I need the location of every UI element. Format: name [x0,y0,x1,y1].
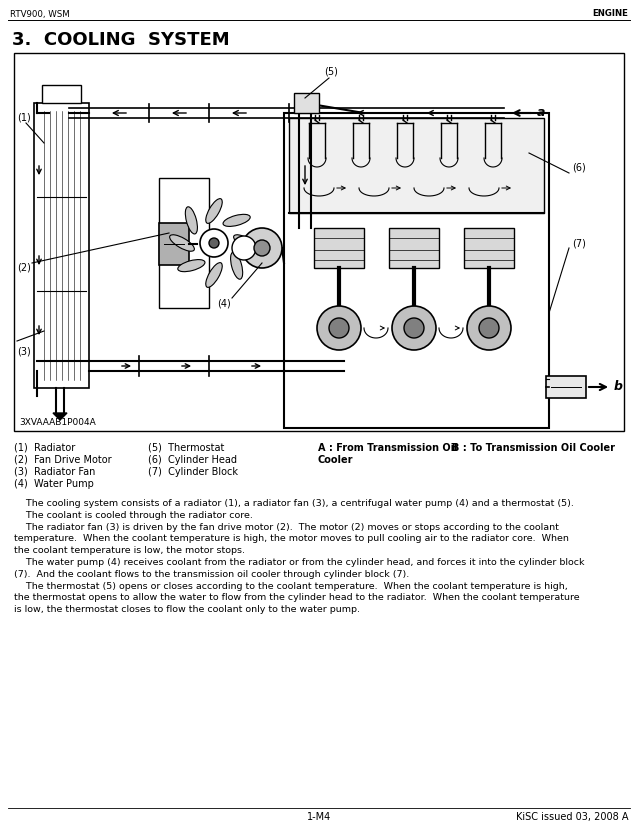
Circle shape [232,236,256,260]
Text: (3)  Radiator Fan: (3) Radiator Fan [14,467,95,477]
Circle shape [404,318,424,338]
Text: (6)  Cylinder Head: (6) Cylinder Head [148,455,237,465]
Text: (7)  Cylinder Block: (7) Cylinder Block [148,467,238,477]
Text: The cooling system consists of a radiator (1), a radiator fan (3), a centrifugal: The cooling system consists of a radiato… [14,499,574,508]
Ellipse shape [206,198,222,223]
Bar [464,228,514,268]
Ellipse shape [234,235,258,251]
Text: (5)  Thermostat: (5) Thermostat [148,443,225,453]
Text: (4)  Water Pump: (4) Water Pump [14,479,94,489]
Circle shape [209,238,219,248]
Bar [284,113,549,428]
Text: (7).  And the coolant flows to the transmission oil cooler through cylinder bloc: (7). And the coolant flows to the transm… [14,570,409,579]
Ellipse shape [185,206,197,234]
Circle shape [200,229,228,257]
Text: The water pump (4) receives coolant from the radiator or from the cylinder head,: The water pump (4) receives coolant from… [14,558,584,567]
Text: ENGINE: ENGINE [592,10,628,18]
Ellipse shape [230,252,242,279]
Ellipse shape [223,214,250,226]
Bar [289,118,544,213]
Bar [294,93,319,113]
Text: (3): (3) [17,346,31,356]
Circle shape [317,306,361,350]
Bar [14,53,624,431]
Text: temperature.  When the coolant temperature is high, the motor moves to pull cool: temperature. When the coolant temperatur… [14,534,569,544]
Bar [389,228,439,268]
Text: (5): (5) [324,66,338,76]
Text: Cooler: Cooler [318,455,353,465]
Text: (1)  Radiator: (1) Radiator [14,443,75,453]
Text: 3.  COOLING  SYSTEM: 3. COOLING SYSTEM [12,31,230,49]
Text: b: b [614,381,623,393]
Ellipse shape [170,235,195,251]
Text: 1-M4: 1-M4 [307,812,331,822]
Text: KiSC issued 03, 2008 A: KiSC issued 03, 2008 A [516,812,628,822]
Bar [42,85,81,103]
Circle shape [329,318,349,338]
Text: The coolant is cooled through the radiator core.: The coolant is cooled through the radiat… [14,510,253,520]
Text: 3XVAAAB1P004A: 3XVAAAB1P004A [19,418,96,427]
Ellipse shape [206,263,222,287]
Text: (2): (2) [17,263,31,273]
Text: the thermostat opens to allow the water to flow from the cylinder head to the ra: the thermostat opens to allow the water … [14,593,580,602]
Text: The radiator fan (3) is driven by the fan drive motor (2).  The motor (2) moves : The radiator fan (3) is driven by the fa… [14,523,559,532]
Text: is low, the thermostat closes to flow the coolant only to the water pump.: is low, the thermostat closes to flow th… [14,605,360,615]
Text: The thermostat (5) opens or closes according to the coolant temperature.  When t: The thermostat (5) opens or closes accor… [14,582,568,591]
Text: (2)  Fan Drive Motor: (2) Fan Drive Motor [14,455,112,465]
Circle shape [467,306,511,350]
Circle shape [392,306,436,350]
Bar [34,103,89,388]
Text: (4): (4) [217,298,231,308]
Text: a: a [537,107,545,120]
Polygon shape [53,413,67,420]
Text: (7): (7) [572,238,586,248]
Circle shape [242,228,282,268]
Text: (1): (1) [17,113,31,123]
Text: (6): (6) [572,163,586,173]
Bar [159,178,209,308]
Text: the coolant temperature is low, the motor stops.: the coolant temperature is low, the moto… [14,546,245,555]
Text: RTV900, WSM: RTV900, WSM [10,10,70,18]
Bar [159,223,189,265]
Circle shape [254,240,270,256]
Bar [546,376,586,398]
Text: B : To Transmission Oil Cooler: B : To Transmission Oil Cooler [452,443,615,453]
Text: A : From Transmission Oil: A : From Transmission Oil [318,443,457,453]
Bar [314,228,364,268]
Ellipse shape [178,259,205,272]
Circle shape [479,318,499,338]
